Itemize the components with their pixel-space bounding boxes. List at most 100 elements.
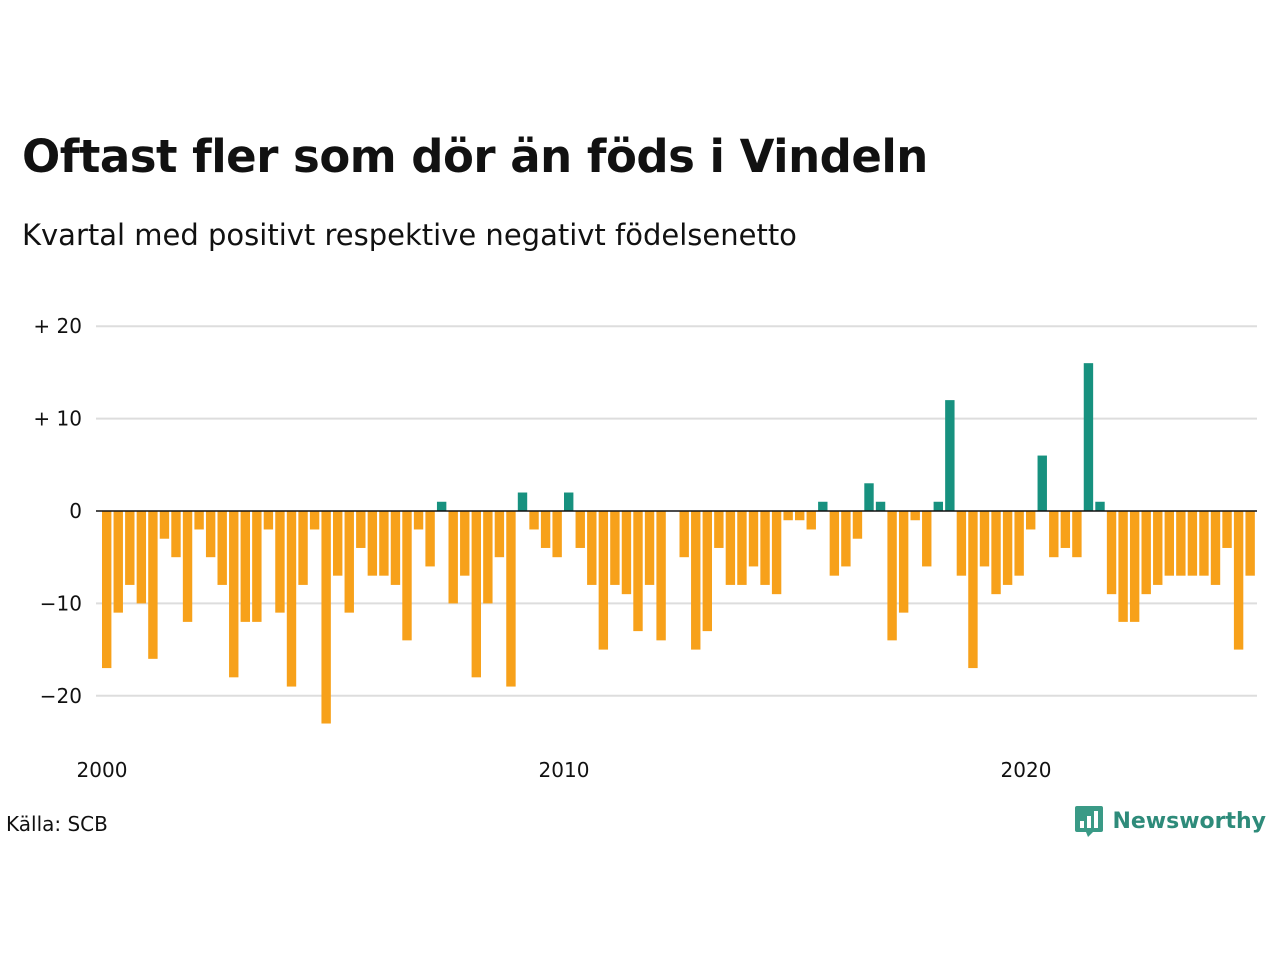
chart-subtitle: Kvartal med positivt respektive negativt… <box>22 218 797 252</box>
y-tick-label: + 10 <box>33 407 82 431</box>
bar <box>229 511 239 678</box>
bar <box>564 492 574 511</box>
bar <box>1014 511 1024 576</box>
bar <box>714 511 724 548</box>
bar <box>309 511 320 530</box>
bar <box>275 511 285 613</box>
bar <box>1002 511 1013 585</box>
bar <box>979 511 990 567</box>
bar <box>344 511 354 613</box>
bar <box>760 511 770 585</box>
bar <box>1026 511 1036 530</box>
bar <box>933 501 943 511</box>
bar <box>333 511 343 576</box>
bar <box>298 511 308 585</box>
y-tick-label: −10 <box>40 591 82 615</box>
bar <box>864 483 874 511</box>
bar <box>991 511 1001 595</box>
bar <box>356 511 366 548</box>
newsworthy-chart-bubble-icon <box>1075 806 1104 837</box>
y-tick-label: 0 <box>69 499 82 523</box>
bar <box>379 511 389 576</box>
bar <box>205 511 216 558</box>
bar <box>402 511 412 641</box>
bar <box>621 511 632 595</box>
bar <box>1210 511 1221 585</box>
bar <box>598 511 609 650</box>
bars <box>102 363 1255 724</box>
bar <box>1176 511 1186 576</box>
grid-lines <box>96 325 1257 697</box>
bar <box>182 511 193 622</box>
bar <box>517 492 528 511</box>
bar <box>367 511 378 576</box>
bar <box>1049 511 1059 558</box>
bar <box>217 511 227 585</box>
x-tick-label: 2020 <box>1001 758 1052 782</box>
bar <box>240 511 250 622</box>
bar <box>968 511 978 669</box>
bar <box>552 511 562 558</box>
bar <box>436 501 447 511</box>
bar <box>1072 511 1082 558</box>
bar <box>702 511 712 632</box>
bar <box>725 511 736 585</box>
bar <box>841 511 851 567</box>
x-tick-labels: 2000 2010 2020 <box>77 758 1052 782</box>
bar <box>1129 511 1140 622</box>
bar <box>136 511 147 604</box>
bar <box>506 511 516 687</box>
bar <box>125 511 135 585</box>
bar <box>852 511 863 539</box>
bar <box>737 511 747 585</box>
bar <box>587 511 597 585</box>
bar <box>575 511 585 548</box>
bar <box>1164 511 1174 576</box>
bar <box>1083 363 1094 511</box>
bar <box>1037 455 1047 511</box>
bar <box>286 511 297 687</box>
bar <box>483 511 493 604</box>
bar <box>829 511 840 576</box>
bar <box>1187 511 1198 576</box>
source-note: Källa: SCB <box>6 812 108 836</box>
bar <box>656 511 666 641</box>
bar <box>252 511 262 622</box>
x-tick-label: 2010 <box>539 758 590 782</box>
bar <box>102 511 112 669</box>
brand-logo: Newsworthy <box>1074 804 1266 838</box>
bar <box>945 400 955 511</box>
y-tick-labels: + 20 + 10 0 −10 −20 <box>33 314 82 708</box>
bar <box>818 501 828 511</box>
bar <box>806 511 816 530</box>
bar <box>783 511 793 521</box>
bar <box>390 511 401 585</box>
bar <box>644 511 655 585</box>
bar <box>471 511 481 678</box>
brand-name: Newsworthy <box>1112 808 1266 834</box>
y-tick-label: −20 <box>40 684 82 708</box>
bar <box>540 511 551 548</box>
bar <box>910 511 920 521</box>
bar <box>691 511 701 650</box>
bar <box>263 511 274 530</box>
bar <box>956 511 967 576</box>
bar <box>1141 511 1151 595</box>
bar <box>887 511 897 641</box>
bar <box>413 511 424 530</box>
bar <box>159 511 170 539</box>
bar <box>494 511 505 558</box>
bar <box>1060 511 1071 548</box>
y-tick-label: + 20 <box>33 314 82 338</box>
bar <box>425 511 435 567</box>
bar <box>1199 511 1209 576</box>
chart-title: Oftast fler som dör än föds i Vindeln <box>22 130 928 183</box>
bar <box>321 511 331 724</box>
bar <box>922 511 932 567</box>
bar <box>1095 501 1105 511</box>
bar <box>1153 511 1163 585</box>
bar <box>633 511 643 632</box>
bar <box>148 511 158 659</box>
bar <box>194 511 204 530</box>
